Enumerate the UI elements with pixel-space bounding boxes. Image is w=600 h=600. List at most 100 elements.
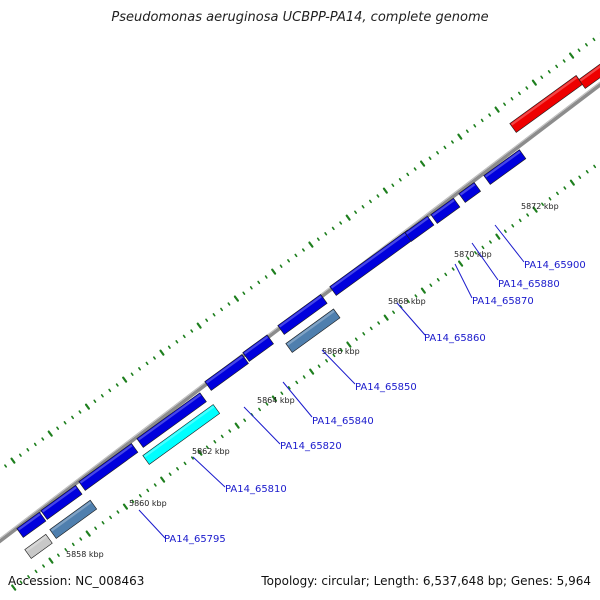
- tick-mark: [488, 240, 492, 244]
- gene-block: [404, 215, 435, 242]
- gene-shine: [143, 405, 215, 458]
- tick-mark: [71, 415, 74, 420]
- gene-body: [16, 511, 47, 538]
- tick-mark: [138, 494, 142, 498]
- tick-mark: [153, 483, 157, 487]
- tick-mark: [494, 106, 500, 113]
- tick-mark: [392, 310, 396, 314]
- tick-mark: [474, 251, 478, 255]
- tick-mark: [33, 442, 37, 447]
- gene-body: [136, 392, 207, 448]
- gene-block: [204, 354, 249, 391]
- tick-mark: [457, 133, 463, 140]
- gene-block: [277, 294, 328, 335]
- gene-block: [16, 511, 47, 538]
- tick-mark: [354, 337, 358, 341]
- gene-label: PA14_65820: [280, 441, 342, 452]
- kbp-scale-labels: 5858 kbp 5860 kbp 5862 kbp 5864 kbp 5866 kbp…: [66, 202, 559, 559]
- tick-mark: [354, 210, 358, 214]
- gene-block-steel: [49, 499, 98, 539]
- tick-mark: [541, 202, 545, 206]
- leader-line: [396, 302, 426, 336]
- tick-mark: [160, 476, 166, 483]
- kbp-label: 5872 kbp: [521, 202, 559, 211]
- gene-block-steel: [285, 308, 341, 353]
- tick-mark: [78, 410, 82, 414]
- tick-mark: [295, 380, 299, 385]
- gene-body: [458, 181, 482, 203]
- tick-mark: [526, 213, 530, 217]
- tick-mark: [26, 448, 30, 452]
- tick-mark: [145, 361, 149, 366]
- tick-mark: [122, 503, 129, 510]
- tick-mark: [159, 349, 165, 356]
- tick-mark: [167, 345, 171, 349]
- gene-shine: [278, 295, 322, 328]
- gene-body: [49, 499, 98, 539]
- tick-mark: [122, 376, 128, 383]
- tick-mark: [458, 260, 464, 267]
- tick-mark: [213, 440, 217, 444]
- tick-mark: [578, 175, 582, 179]
- tick-mark: [146, 488, 150, 493]
- tick-mark: [183, 461, 187, 466]
- gene-label: PA14_65870: [472, 296, 534, 307]
- tick-mark: [109, 515, 112, 520]
- tick-mark: [176, 467, 179, 471]
- gene-shine: [17, 513, 41, 531]
- tick-mark: [47, 430, 53, 437]
- gene-body: [78, 442, 139, 491]
- tick-mark: [547, 70, 551, 74]
- gene-shine: [459, 183, 476, 196]
- tick-mark: [465, 129, 469, 133]
- gene-block: [483, 149, 527, 185]
- tick-mark: [264, 275, 268, 279]
- tick-mark: [568, 52, 575, 59]
- gene-block: [458, 181, 482, 203]
- tick-mark: [271, 268, 277, 275]
- tick-mark: [19, 580, 23, 584]
- leader-line: [243, 406, 281, 445]
- tick-mark: [279, 264, 283, 268]
- tick-mark: [258, 407, 262, 412]
- tick-mark: [108, 388, 112, 393]
- tick-mark: [63, 421, 67, 425]
- tick-mark: [563, 186, 567, 190]
- kbp-label: 5860 kbp: [129, 499, 167, 508]
- tick-mark: [64, 548, 68, 552]
- tick-mark: [271, 395, 277, 402]
- gene-body: [430, 197, 461, 224]
- tick-mark: [569, 179, 575, 186]
- gene-shine: [431, 199, 455, 217]
- tick-mark: [115, 383, 119, 387]
- tick-mark: [532, 206, 538, 213]
- tick-mark: [287, 259, 291, 263]
- tick-mark: [414, 294, 418, 298]
- tick-mark: [317, 364, 321, 368]
- tick-mark: [56, 426, 60, 430]
- tick-mark: [332, 353, 336, 358]
- tick-mark: [182, 334, 186, 339]
- gene-shine: [330, 231, 409, 289]
- tick-mark: [324, 232, 328, 236]
- tick-mark: [406, 172, 410, 177]
- gene-block: [242, 334, 274, 362]
- gene-label: PA14_65850: [355, 382, 417, 393]
- tick-mark: [79, 537, 83, 541]
- gene-features: [16, 61, 600, 559]
- tick-mark: [227, 302, 231, 306]
- tick-mark: [212, 313, 216, 317]
- tick-mark: [18, 453, 22, 457]
- tick-mark: [243, 418, 247, 422]
- tick-mark: [346, 341, 352, 348]
- tick-mark: [131, 499, 135, 503]
- tick-mark: [466, 256, 470, 260]
- tick-mark: [100, 394, 104, 398]
- tick-mark: [257, 280, 261, 285]
- gene-label: PA14_65810: [225, 484, 287, 495]
- tick-mark: [451, 267, 455, 271]
- gene-block: [329, 229, 415, 296]
- tick-mark: [368, 199, 372, 204]
- tick-mark: [362, 332, 366, 336]
- tick-mark: [382, 187, 388, 194]
